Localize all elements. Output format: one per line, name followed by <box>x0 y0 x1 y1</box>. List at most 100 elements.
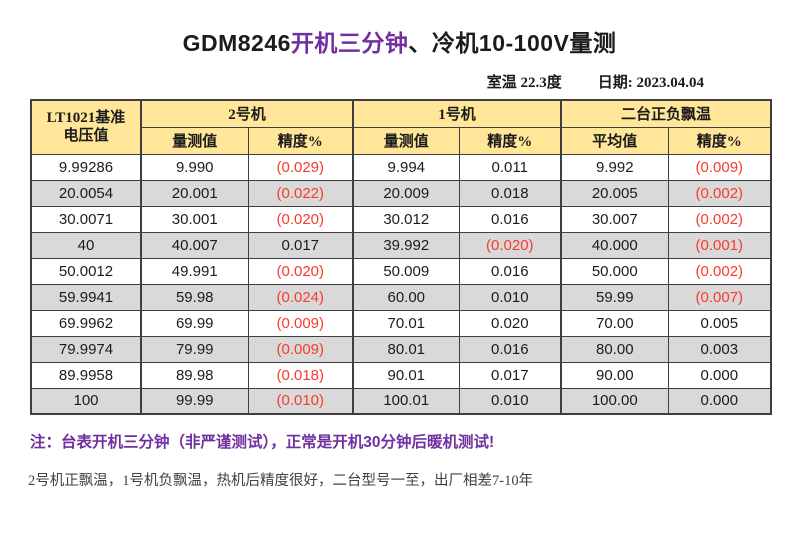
header-group-unit1: 1号机 <box>352 99 562 128</box>
table-cell: 20.005 <box>560 179 669 207</box>
table-cell: 40.007 <box>140 231 249 259</box>
table-cell: 39.992 <box>352 231 460 259</box>
table-cell: (0.020) <box>247 257 354 285</box>
table-cell: 50.009 <box>352 257 460 285</box>
room-temp-label: 室温 22.3度 <box>486 75 562 91</box>
table-cell: 9.992 <box>560 153 669 181</box>
table-cell: 100.00 <box>560 387 669 415</box>
table-cell: (0.007) <box>667 283 772 311</box>
table-cell: 9.99286 <box>30 153 142 181</box>
table-cell: 100.01 <box>352 387 460 415</box>
header-accuracy-avg: 精度% <box>667 126 772 155</box>
table-cell: (0.010) <box>247 387 354 415</box>
table-cell: 80.01 <box>352 335 460 363</box>
table-cell: 30.0071 <box>30 205 142 233</box>
table-row: 100 99.99 (0.010) 100.01 0.010 100.00 0.000 <box>30 387 772 415</box>
header-group-unit2: 2号机 <box>139 99 354 128</box>
table-cell: 59.99 <box>560 283 669 311</box>
table-cell: 9.990 <box>140 153 249 181</box>
page-title: GDM8246开机三分钟、冷机10-100V量测 <box>0 24 799 58</box>
table-cell: 0.020 <box>458 309 562 337</box>
header-base-voltage: LT1021基准 电压值 <box>30 99 142 155</box>
table-cell: 90.00 <box>560 361 669 389</box>
table-cell: 69.9962 <box>30 309 142 337</box>
table-cell: 0.016 <box>458 205 562 233</box>
title-highlight: 开机三分钟 <box>290 30 409 56</box>
table-cell: 0.017 <box>458 361 562 389</box>
header-measured-2: 量测值 <box>140 126 249 155</box>
measurement-table: LT1021基准 电压值 2号机 1号机 二台正负飘温 量测值 精度% 量测值 … <box>30 99 773 415</box>
table-cell: 0.010 <box>458 387 562 415</box>
table-cell: 79.9974 <box>30 335 142 363</box>
header-base-line1: LT1021基准 <box>46 109 126 126</box>
meta-row: 室温 22.3度 日期: 2023.04.04 <box>30 71 770 92</box>
table-cell: 49.991 <box>140 257 249 285</box>
date-label: 日期: 2023.04.04 <box>597 75 704 91</box>
table-cell: 89.9958 <box>30 361 142 389</box>
header-average: 平均值 <box>560 126 669 155</box>
table-cell: (0.002) <box>667 257 772 285</box>
table-cell: 30.007 <box>560 205 669 233</box>
table-row: 89.9958 89.98 (0.018) 90.01 0.017 90.00 0.000 <box>30 361 772 389</box>
table-cell: 79.99 <box>140 335 249 363</box>
table-cell: (0.002) <box>667 179 772 207</box>
title-rest: 、冷机10-100V量测 <box>408 30 617 56</box>
table-cell: 59.9941 <box>30 283 142 311</box>
table-cell: (0.024) <box>247 283 354 311</box>
table-cell: (0.018) <box>247 361 354 389</box>
table-cell: 0.017 <box>247 231 354 259</box>
table-cell: 40 <box>30 231 142 259</box>
table-cell: 90.01 <box>352 361 460 389</box>
table-cell: 59.98 <box>140 283 249 311</box>
header-accuracy-1: 精度% <box>458 126 562 155</box>
table-header: LT1021基准 电压值 2号机 1号机 二台正负飘温 量测值 精度% 量测值 … <box>30 99 772 155</box>
table-cell: 30.012 <box>352 205 460 233</box>
table-row: 69.9962 69.99 (0.009) 70.01 0.020 70.00 0.005 <box>30 309 772 337</box>
table-cell: 0.010 <box>458 283 562 311</box>
table-cell: 0.018 <box>458 179 562 207</box>
table-row: 30.0071 30.001 (0.020) 30.012 0.016 30.007 (0.… <box>30 205 772 233</box>
table-cell: (0.029) <box>247 153 354 181</box>
header-base-line2: 电压值 <box>63 128 109 145</box>
table-row: 50.0012 49.991 (0.020) 50.009 0.016 50.000 (0.… <box>30 257 772 285</box>
table-cell: (0.009) <box>247 335 354 363</box>
table-cell: (0.001) <box>667 231 772 259</box>
table-cell: 80.00 <box>560 335 669 363</box>
table-cell: 20.001 <box>140 179 249 207</box>
table-cell: (0.002) <box>667 205 772 233</box>
header-accuracy-2: 精度% <box>247 126 354 155</box>
table-cell: (0.009) <box>247 309 354 337</box>
table-cell: 0.000 <box>667 387 772 415</box>
table-cell: (0.020) <box>247 205 354 233</box>
table-cell: 70.00 <box>560 309 669 337</box>
table-cell: 40.000 <box>560 231 669 259</box>
table-cell: 50.000 <box>560 257 669 285</box>
table-cell: 0.000 <box>667 361 772 389</box>
table-cell: 20.009 <box>352 179 460 207</box>
table-row: 9.99286 9.990 (0.029) 9.994 0.011 9.992 (0.009… <box>30 153 772 181</box>
table-cell: (0.022) <box>247 179 354 207</box>
table-cell: 0.003 <box>667 335 772 363</box>
table-cell: (0.009) <box>667 153 772 181</box>
title-model: GDM8246 <box>182 30 291 56</box>
table-cell: 69.99 <box>140 309 249 337</box>
table-cell: 70.01 <box>352 309 460 337</box>
table-row: 59.9941 59.98 (0.024) 60.00 0.010 59.99 (0.007… <box>30 283 772 311</box>
table-cell: 100 <box>30 387 142 415</box>
table-cell: 9.994 <box>352 153 460 181</box>
table-cell: (0.020) <box>458 231 562 259</box>
note-warning: 注：台表开机三分钟（非严谨测试），正常是开机30分钟后暖机测试! <box>30 434 495 451</box>
table-cell: 0.005 <box>667 309 772 337</box>
table-cell: 20.0054 <box>30 179 142 207</box>
table-cell: 50.0012 <box>30 257 142 285</box>
header-group-drift: 二台正负飘温 <box>560 99 772 128</box>
table-row: 40 40.007 0.017 39.992 (0.020) 40.000 (0.001) <box>30 231 772 259</box>
page: GDM8246开机三分钟、冷机10-100V量测 室温 22.3度 日期: 20… <box>0 24 799 549</box>
table-body: 9.99286 9.990 (0.029) 9.994 0.011 9.992 (0.009… <box>30 153 772 415</box>
table-cell: 0.016 <box>458 335 562 363</box>
table-cell: 89.98 <box>140 361 249 389</box>
note-conclusion: 2号机正飘温，1号机负飘温，热机后精度很好，二台型号一至，出厂相差7-10年 <box>28 473 534 489</box>
header-measured-1: 量测值 <box>352 126 460 155</box>
table-cell: 30.001 <box>140 205 249 233</box>
table-row: 20.0054 20.001 (0.022) 20.009 0.018 20.005 (0.… <box>30 179 772 207</box>
